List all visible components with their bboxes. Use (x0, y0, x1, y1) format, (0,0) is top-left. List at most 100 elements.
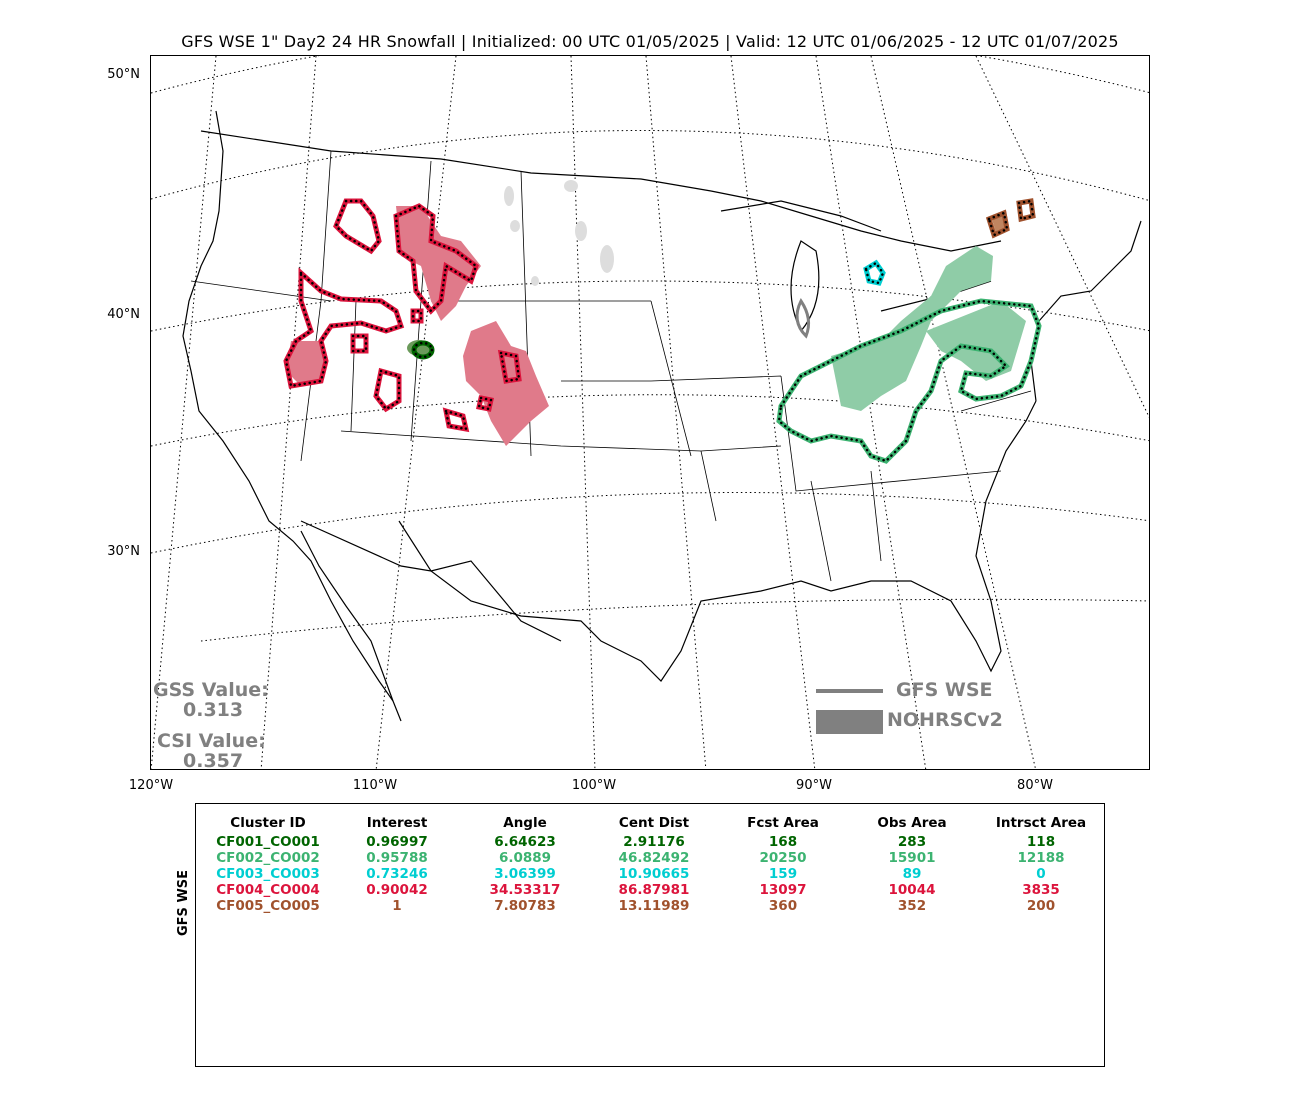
gss-label: GSS Value: (153, 679, 269, 701)
table-cell-obs-area: 15901 (888, 850, 936, 866)
table-cell-cluster-id: CF005_CO005 (216, 898, 320, 914)
table-cell-obs-area: 89 (902, 866, 922, 882)
table-cell-interest: 0.73246 (366, 866, 428, 882)
table-cell-cluster-id: CF004_CO004 (216, 882, 320, 898)
csi-label: CSI Value: (157, 730, 266, 752)
csi-value: 0.357 (183, 750, 244, 772)
map-canvas (151, 56, 1149, 769)
table-cell-interest: 0.95788 (366, 850, 428, 866)
west-coast (182, 110, 394, 702)
table-header-angle: Angle (503, 815, 547, 831)
cf004-fcst-contour-dots (499, 351, 521, 383)
cluster-cf005 (985, 198, 1036, 239)
lon-label-110w: 110°W (352, 778, 398, 793)
table-cell-fcst-area: 13097 (759, 882, 807, 898)
table-cell-cent-dist: 86.87981 (618, 882, 690, 898)
table-cell-interest: 0.96997 (366, 834, 428, 850)
cluster-cf004 (283, 198, 549, 446)
graticule-lon-95 (645, 56, 707, 769)
table-cell-cent-dist: 13.11989 (618, 898, 690, 914)
graticule-lon-80 (870, 56, 1037, 769)
gulf-coast (398, 400, 1037, 682)
cf004-fcst-contour-dots (334, 199, 381, 253)
graticule (151, 56, 1149, 769)
east-coast (1030, 220, 1142, 402)
unmatched-obs-area (600, 245, 614, 273)
table-cell-intrsct-area: 12188 (1017, 850, 1065, 866)
table-header-obs-area: Obs Area (877, 815, 947, 831)
graticule-lon-85 (815, 56, 927, 769)
table-header-fcst-area: Fcst Area (747, 815, 819, 831)
unmatched-obs-area (510, 220, 520, 232)
table-cell-intrsct-area: 3835 (1022, 882, 1060, 898)
unmatched-obs (504, 180, 614, 286)
cf004-fcst-contour-dots (477, 396, 493, 411)
cf004-fcst-contour (350, 333, 369, 354)
table-cell-angle: 6.0889 (498, 850, 552, 866)
cluster-cf001 (407, 340, 435, 360)
graticule-lat-30 (151, 492, 1149, 554)
table-cell-interest: 1 (392, 898, 402, 914)
cf004-fcst-contour (373, 367, 402, 413)
table-cell-angle: 34.53317 (489, 882, 561, 898)
lat-label-30: 30°N (107, 544, 140, 559)
table-cell-cent-dist: 46.82492 (618, 850, 690, 866)
table-cell-fcst-area: 360 (768, 898, 798, 914)
table-cell-angle: 7.80783 (494, 898, 556, 914)
graticule-lat-50 (151, 56, 1149, 94)
unmatched-obs-area (531, 276, 539, 286)
table-cell-cent-dist: 10.90665 (618, 866, 690, 882)
cf004-obs-area (396, 206, 481, 321)
lon-label-80w: 80°W (1017, 778, 1053, 793)
table-cell-cluster-id: CF001_CO001 (216, 834, 320, 850)
cf004-fcst-contour-dots (394, 204, 478, 313)
lat-label-40: 40°N (107, 307, 140, 322)
table-cell-intrsct-area: 200 (1026, 898, 1056, 914)
cluster-cf003 (863, 259, 886, 286)
unmatched-fcst-contour (795, 298, 811, 339)
lon-label-120w: 120°W (128, 778, 174, 793)
cf004-fcst-contour-dots (444, 409, 468, 431)
lon-label-90w: 90°W (796, 778, 832, 793)
cf002-obs-area (831, 246, 993, 411)
baja (300, 530, 402, 722)
cluster-cf002 (776, 246, 1042, 464)
table-cell-obs-area: 10044 (888, 882, 936, 898)
cf004-fcst-contour-dots (284, 270, 403, 388)
graticule-lon-110 (375, 56, 457, 769)
table-cell-angle: 6.64623 (494, 834, 556, 850)
table-cell-fcst-area: 168 (768, 834, 798, 850)
cf004-fcst-contour (333, 198, 382, 255)
table-cell-cluster-id: CF003_CO003 (216, 866, 320, 882)
unmatched-obs-area (504, 186, 514, 206)
table-cell-cent-dist: 2.91176 (623, 834, 685, 850)
cf004-fcst-contour-dots (351, 334, 368, 353)
table-header-cent-dist: Cent Dist (618, 815, 690, 831)
graticule-lon-115 (260, 56, 317, 769)
graticule-lat-35 (151, 394, 1149, 447)
cf004-obs-area (286, 341, 326, 386)
coastlines-borders (182, 110, 1142, 722)
cf002-fcst-contour-dots (777, 299, 1041, 463)
table-cell-fcst-area: 20250 (759, 850, 807, 866)
graticule-lon-120 (151, 56, 217, 769)
lat-label-50: 50°N (107, 67, 140, 82)
unmatched-obs-area (575, 221, 587, 241)
legend-fill-symbol (816, 710, 883, 734)
cf003-fcst-contour-dots (864, 261, 885, 285)
table-ylabel: GFS WSE (176, 869, 191, 936)
gss-value: 0.313 (183, 699, 244, 721)
legend-fill-label: NOHRSCv2 (887, 709, 1003, 731)
legend-line-label: GFS WSE (896, 679, 993, 701)
table-cell-cluster-id: CF002_CO002 (216, 850, 320, 866)
unmatched-obs-area (564, 180, 578, 192)
graticule-lat-45 (151, 130, 1149, 201)
table-cell-obs-area: 352 (897, 898, 927, 914)
chart-title: GFS WSE 1" Day2 24 HR Snowfall | Initial… (181, 32, 1119, 51)
table-header-interest: Interest (366, 815, 428, 831)
cf005-fcst-contour-dots (987, 211, 1009, 237)
table-header-cluster-id: Cluster ID (230, 815, 306, 831)
cf005-fcst-contour-dots (1017, 199, 1035, 221)
map-panel (150, 55, 1150, 770)
table-cell-fcst-area: 159 (768, 866, 798, 882)
